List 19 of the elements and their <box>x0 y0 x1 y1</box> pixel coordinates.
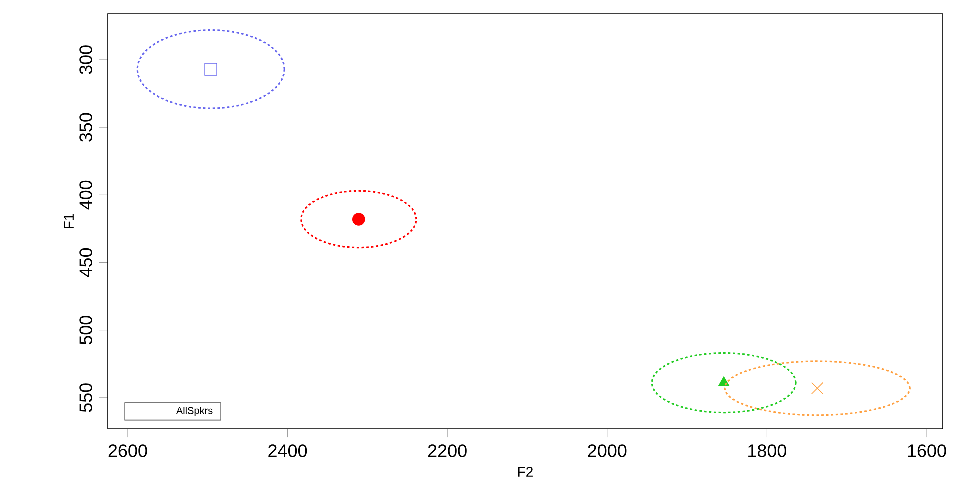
x-tick-label: 2400 <box>268 444 308 458</box>
y-tick-label: 550 <box>80 384 92 412</box>
x-tick-label: 2000 <box>588 444 627 458</box>
point <box>352 213 366 226</box>
y-axis-title: F1 <box>64 214 74 229</box>
y-tick-label: 500 <box>80 316 92 345</box>
x-tick-label: 2600 <box>108 444 148 458</box>
y-tick-label: 400 <box>80 181 92 210</box>
x-axis-title: F2 <box>518 467 533 478</box>
y-tick-label: 300 <box>80 46 92 75</box>
point <box>718 376 730 387</box>
legend-title: AllSpkrs <box>176 407 213 417</box>
y-tick-label: 450 <box>80 248 92 278</box>
x-tick-label: 1600 <box>908 444 946 458</box>
point <box>811 382 824 395</box>
x-tick-label: 1800 <box>748 444 787 458</box>
y-tick-label: 350 <box>80 113 92 142</box>
x-tick-label: 2200 <box>428 444 467 458</box>
point <box>204 63 218 76</box>
